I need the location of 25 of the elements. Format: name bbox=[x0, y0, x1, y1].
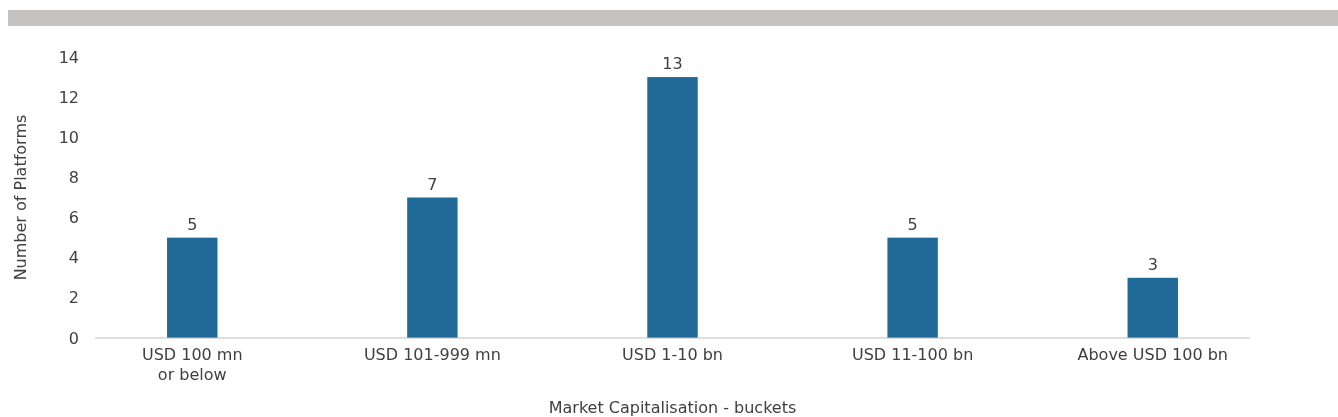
bar bbox=[887, 237, 938, 338]
x-tick-label: USD 100 mn or below bbox=[141, 345, 243, 384]
data-label: 7 bbox=[427, 174, 438, 194]
bar bbox=[1127, 277, 1178, 338]
y-tick-label: 12 bbox=[58, 87, 79, 107]
x-tick-label: USD 11-100 bn bbox=[851, 345, 974, 364]
data-label: 5 bbox=[187, 214, 198, 234]
y-tick-label: 6 bbox=[68, 208, 79, 228]
y-tick-label: 14 bbox=[58, 47, 79, 67]
x-tick-label: USD 101-999 mn bbox=[363, 345, 501, 364]
data-label: 13 bbox=[662, 54, 683, 74]
bar bbox=[167, 237, 218, 338]
y-tick-label: 4 bbox=[68, 248, 79, 268]
y-tick-label: 2 bbox=[68, 288, 79, 308]
data-label: 3 bbox=[1147, 254, 1158, 274]
x-tick-label: USD 1-10 bn bbox=[622, 345, 723, 364]
x-tick-label: Above USD 100 bn bbox=[1077, 345, 1228, 364]
y-tick-label: 0 bbox=[68, 328, 79, 348]
bar bbox=[407, 197, 458, 338]
bar bbox=[647, 77, 698, 338]
x-axis-title: Market Capitalisation - buckets bbox=[548, 398, 797, 417]
data-label: 5 bbox=[907, 214, 918, 234]
y-tick-label: 8 bbox=[68, 168, 79, 188]
y-axis-title: Number of Platforms bbox=[11, 114, 30, 281]
y-tick-label: 10 bbox=[58, 127, 79, 147]
